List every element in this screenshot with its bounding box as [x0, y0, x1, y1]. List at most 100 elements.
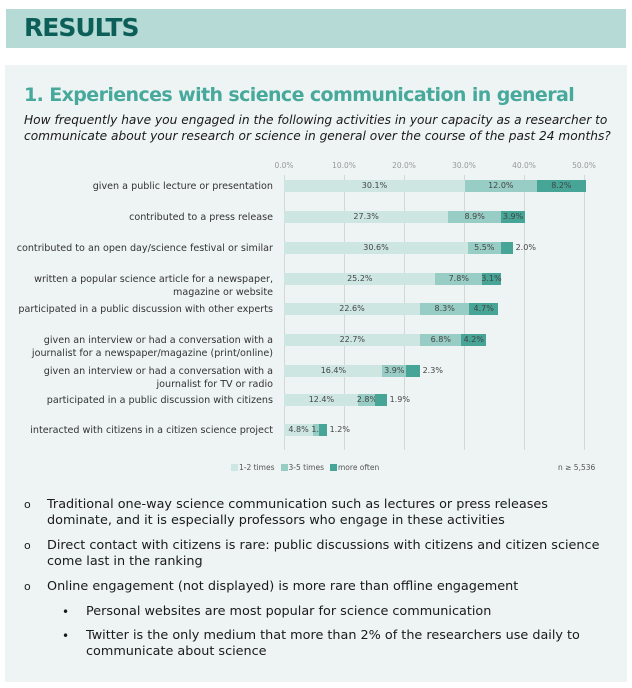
category-label-line: written a popular science article for a …: [34, 274, 273, 285]
bar-segment-3-5-times: [420, 334, 461, 346]
data-label: 1.2%: [329, 425, 350, 434]
bar-segment-more-often: [405, 365, 420, 377]
category-label: participated in a public discussion with…: [18, 303, 273, 316]
chart-legend: 1-2 times 3-5 times more often: [231, 463, 379, 472]
data-label: 22.6%: [339, 304, 365, 313]
bar-segment-more-often: [482, 273, 501, 285]
bullet-dot-icon: •: [62, 605, 70, 619]
bar-segment-more-often: [536, 180, 586, 192]
category-label: contributed to a press release: [129, 211, 273, 224]
category-label-line: given a public lecture or presentation: [92, 181, 273, 192]
survey-question: How frequently have you engaged in the f…: [24, 113, 611, 143]
bar-segment-3-5-times: [312, 424, 320, 436]
gridline: [584, 175, 585, 450]
sample-size-note: n ≥ 5,536: [558, 463, 596, 472]
bar-segment-more-often: [501, 211, 525, 223]
category-label-line: given an interview or had a conversation…: [43, 366, 273, 377]
category-label: participated in a public discussion with…: [47, 394, 273, 407]
bar-segment-more-often: [375, 394, 387, 406]
bullet-item: o Online engagement (not displayed) is mo…: [5, 579, 615, 595]
category-label: contributed to an open day/science festi…: [17, 242, 273, 255]
bullet-dot-icon: •: [62, 629, 70, 643]
data-label: 7.8%: [448, 274, 469, 283]
legend-swatch: [280, 464, 288, 471]
x-tick-label: 20.0%: [392, 161, 416, 170]
bar-segment-more-often: [500, 242, 513, 254]
data-label: 12.4%: [308, 395, 335, 404]
data-label: 4.8%: [288, 425, 309, 434]
x-tick-label: 10.0%: [332, 161, 356, 170]
data-label: 2.0%: [515, 243, 536, 252]
bullet-item: • Twitter is the only medium that more th…: [5, 628, 615, 660]
legend-item: 3-5 times: [280, 463, 325, 472]
bar-segment-1-2-times: [284, 242, 468, 254]
data-label: 1....: [311, 424, 326, 436]
category-label-line: participated in a public discussion with…: [46, 395, 273, 406]
bullet-item: o Direct contact with citizens is rare: p…: [5, 538, 615, 570]
bar-segment-1-2-times: [284, 303, 420, 315]
legend-item: more often: [330, 463, 379, 472]
category-label-line: given an interview or had a conversation…: [43, 335, 273, 346]
data-label: 5.5%: [474, 243, 495, 252]
x-tick-label: 30.0%: [452, 161, 476, 170]
bar-segment-1-2-times: [284, 180, 465, 192]
data-label: 1.9%: [389, 395, 410, 404]
bullet-text: Online engagement (not displayed) is mor…: [47, 579, 519, 594]
category-label-line: journalist for a newspaper/magazine (pri…: [31, 348, 273, 359]
data-label: 12.0%: [488, 181, 514, 190]
category-label-line: participated in a public discussion with…: [18, 304, 273, 315]
bar-segment-3-5-times: [464, 180, 537, 192]
content-panel: 1. Experiences with science communicatio…: [5, 65, 627, 682]
category-label: given a public lecture or presentation: [93, 180, 273, 193]
bar-segment-1-2-times: [284, 424, 313, 436]
results-header: RESULTS: [6, 9, 626, 48]
category-label: written a popular science article for a …: [34, 273, 273, 299]
data-label: 4.7%: [473, 304, 494, 313]
data-label: 4.2%: [463, 335, 484, 344]
bar-segment-3-5-times: [447, 211, 502, 223]
bullet-circle-icon: o: [24, 580, 31, 593]
data-label: 27.3%: [353, 212, 379, 221]
data-label: 8.2%: [551, 181, 572, 190]
bar-segment-3-5-times: [419, 303, 470, 315]
legend-label: 1-2 times: [239, 463, 275, 472]
category-label: interacted with citizens in a citizen sc…: [30, 424, 273, 437]
bar-segment-1-2-times: [284, 273, 436, 285]
data-label: 3.9%: [384, 366, 405, 375]
data-label: 16.4%: [320, 366, 347, 375]
bar-segment-more-often: [469, 303, 498, 315]
category-label-line: magazine or website: [173, 287, 273, 298]
bullet-text: Traditional one-way science communicatio…: [47, 497, 548, 528]
data-label: 30.6%: [363, 243, 389, 252]
category-label-line: contributed to a press release: [129, 212, 273, 223]
bullet-item: o Traditional one-way science communicati…: [5, 497, 615, 529]
stacked-bar-chart: 0.0% 10.0% 20.0% 30.0% 40.0% 50.0% given a pub…: [5, 65, 627, 485]
bullet-text: Direct contact with citizens is rare: pu…: [47, 538, 600, 569]
bullet-circle-icon: o: [24, 539, 31, 552]
legend-swatch: [231, 464, 238, 471]
data-label: 22.7%: [339, 335, 366, 344]
data-label: 3.1%: [481, 274, 502, 283]
bar-segment-1-2-times: [284, 365, 383, 377]
bar-segment-3-5-times: [358, 394, 376, 406]
category-label: given an interview or had a conversation…: [44, 365, 273, 391]
legend-label: 3-5 times: [288, 463, 325, 472]
data-label: 6.8%: [430, 335, 451, 344]
category-label-line: journalist for TV or radio: [156, 379, 273, 390]
bar-segment-1-2-times: [284, 334, 421, 346]
bar-segment-3-5-times: [467, 242, 501, 254]
section-title: 1. Experiences with science communicatio…: [24, 84, 575, 106]
data-label: 2.8%: [356, 395, 378, 404]
bar-segment-1-2-times: [284, 211, 448, 223]
x-tick-label: 50.0%: [572, 161, 596, 170]
data-label: 8.3%: [434, 304, 455, 313]
x-tick-label: 40.0%: [512, 161, 536, 170]
legend-item: 1-2 times: [231, 463, 275, 472]
bullet-text: Twitter is the only medium that more tha…: [86, 628, 580, 659]
data-label: 25.2%: [347, 274, 373, 283]
x-tick-label: 0.0%: [274, 161, 294, 170]
data-label: 30.1%: [361, 181, 388, 190]
bar-segment-more-often: [319, 424, 327, 436]
bullet-circle-icon: o: [24, 498, 31, 511]
bar-segment-1-2-times: [284, 394, 359, 406]
